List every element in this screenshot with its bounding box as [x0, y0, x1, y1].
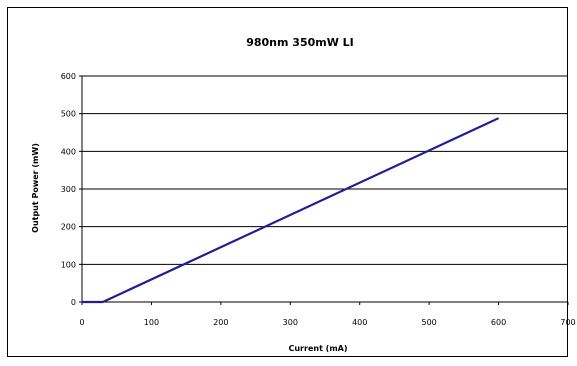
x-tick-label-0: 0 — [79, 318, 84, 327]
chart-title: 980nm 350mW LI — [246, 36, 354, 49]
x-tick-label-600: 600 — [491, 318, 506, 327]
x-axis-title: Current (mA) — [288, 344, 347, 353]
axes — [79, 75, 569, 305]
y-tick-label-300: 300 — [61, 185, 76, 194]
x-tick-label-400: 400 — [352, 318, 367, 327]
series-line-0 — [82, 117, 500, 304]
series-layer — [82, 117, 500, 304]
x-tick-label-700: 700 — [560, 318, 575, 327]
x-tick-labels: 0 100 200 300 400 500 600 700 — [79, 318, 575, 327]
x-tick-label-300: 300 — [283, 318, 298, 327]
y-tick-label-100: 100 — [61, 260, 76, 269]
y-tick-label-500: 500 — [61, 110, 76, 119]
y-tick-label-0: 0 — [71, 298, 76, 307]
x-tick-label-100: 100 — [144, 318, 159, 327]
y-axis-title: Output Power (mW) — [31, 143, 40, 233]
y-tick-label-200: 200 — [61, 223, 76, 232]
gridlines — [82, 75, 568, 265]
y-tick-label-400: 400 — [61, 147, 76, 156]
x-tick-label-500: 500 — [422, 318, 437, 327]
x-tick-label-200: 200 — [213, 318, 228, 327]
chart-frame — [7, 7, 568, 357]
y-tick-labels: 0 100 200 300 400 500 600 — [61, 72, 76, 307]
y-tick-label-600: 600 — [61, 72, 76, 81]
